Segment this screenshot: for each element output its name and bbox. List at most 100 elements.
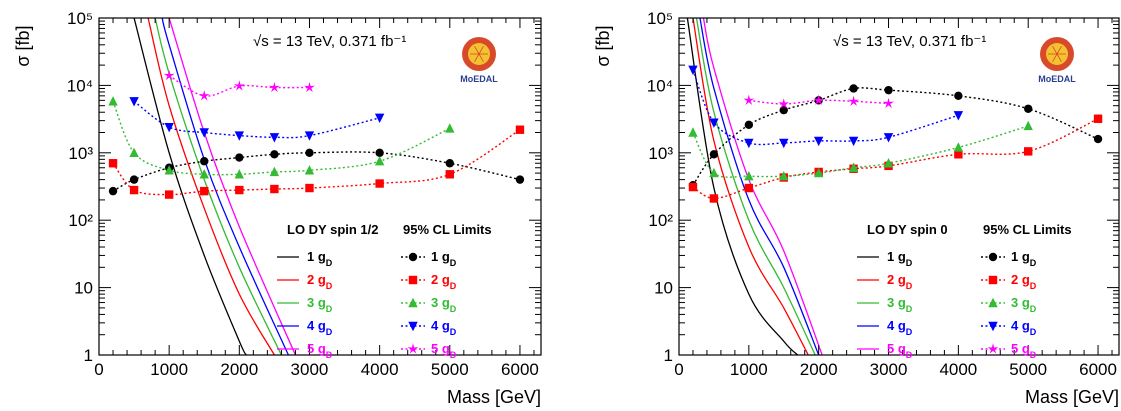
legend-limit-label: 5 gD [1011,341,1037,360]
logo-text: MoEDAL [460,74,498,84]
legend-limit-label: 3 gD [1011,295,1037,314]
legend-theory-header: LO DY spin 1/2 [287,222,379,237]
legend-label-main: 5 g [307,341,326,356]
theory-line-2-gD [147,18,275,355]
limit-point [199,169,209,179]
limit-point [744,120,754,130]
limit-point [129,175,139,184]
limit-point [374,156,385,166]
limit-point [709,150,719,159]
moedal-logo: MoEDAL [460,37,498,84]
limit-point [1024,104,1033,113]
x-tick-label: 1000 [730,360,768,379]
legend-limit-entry: 5 gD [401,341,457,360]
limit-series-3-gD [688,120,1033,181]
limit-point [813,167,824,178]
limit-series-4-gD [688,65,964,149]
limit-point [744,138,754,149]
logo-ray [474,53,480,62]
legend-theory-entry: 5 gD [857,341,913,360]
limit-line [692,125,1029,178]
legend-marker [988,275,998,285]
x-tick-label: 4000 [939,360,977,379]
limit-point [164,190,174,199]
limit-series-5-gD [163,69,315,101]
legend-label-sub: D [906,350,913,360]
legend-limit-entry: 4 gD [401,318,457,337]
limit-line [748,99,889,105]
limit-point [270,184,279,194]
limit-point [1023,120,1033,131]
limit-point [108,96,118,106]
logo-ray [1056,46,1062,55]
legend-limit-entry: 1 gD [401,249,457,268]
y-axis: 1 10 10² 10³ 10⁴ 10⁵ [647,9,1119,365]
limit-point [848,162,859,172]
legend-label-main: 2 g [887,272,906,287]
x-tick-label: 5000 [431,360,469,379]
limit-point [129,147,139,157]
x-tick-label: 1000 [150,360,188,379]
limit-point [954,150,963,159]
x-axis-title: Mass [GeV] [447,387,541,407]
legend-label-sub: D [1030,327,1037,337]
limit-point [164,122,174,133]
logo-text: MoEDAL [1038,74,1076,84]
limit-point [953,142,964,152]
legend-label-sub: D [450,258,457,268]
legend-marker [988,321,998,332]
legend-label-main: 2 g [431,272,450,287]
legend-label-sub: D [326,258,333,268]
legend-label-sub: D [1030,281,1037,291]
limit-point [199,128,209,138]
legend-marker [408,275,418,285]
legend-label-sub: D [326,304,333,314]
limit-point [778,98,790,109]
legend-limit-label: 1 gD [431,249,457,268]
limit-point [709,194,719,203]
limit-point [374,113,385,124]
limit-point [954,91,963,101]
y-axis: 1 10 10² 10³ 10⁴ 10⁵ [67,9,541,365]
limit-series-2-gD [108,125,525,199]
legend-label-main: 4 g [431,318,450,333]
x-tick-label: 2000 [800,360,838,379]
theory-line-5-gD [702,18,823,355]
legend-theory-entry: 2 gD [277,272,333,291]
legend-label-sub: D [1030,258,1037,268]
legend-theory-label: 5 gD [307,341,333,360]
limit-point [234,131,245,141]
limit-line [133,100,380,139]
legend-label-sub: D [906,327,913,337]
limit-line [692,118,1099,200]
legend-label-main: 3 g [1011,295,1030,310]
legend-label-main: 3 g [431,295,450,310]
limit-point [883,158,894,168]
limit-point [198,90,210,101]
legend-limit-entry: 2 gD [401,272,457,291]
legend-label-sub: D [326,327,333,337]
y-tick-label: 10³ [648,144,673,163]
limit-point [234,169,245,179]
limit-point [813,94,825,105]
limit-point [445,159,454,168]
legend-theory-label: 3 gD [307,295,333,314]
legend-limit-entry: 2 gD [981,272,1037,291]
limit-point [744,183,754,193]
legend-limit-entry: 1 gD [981,249,1037,268]
logo-ray [474,46,480,55]
legend-theory-header: LO DY spin 0 [867,222,948,237]
x-tick-label: 6000 [1079,360,1117,379]
theory-line-3-gD [695,18,816,355]
theory-curves [686,18,823,355]
limit-point [688,127,698,137]
legend-limit-label: 1 gD [1011,249,1037,268]
limit-point [270,150,279,159]
limit-series-3-gD [108,96,455,179]
limit-point [848,136,859,147]
legend-theory-entry: 4 gD [277,318,333,337]
limit-point [235,153,244,162]
legend-marker [408,252,418,262]
x-tick-label: 0 [674,360,683,379]
